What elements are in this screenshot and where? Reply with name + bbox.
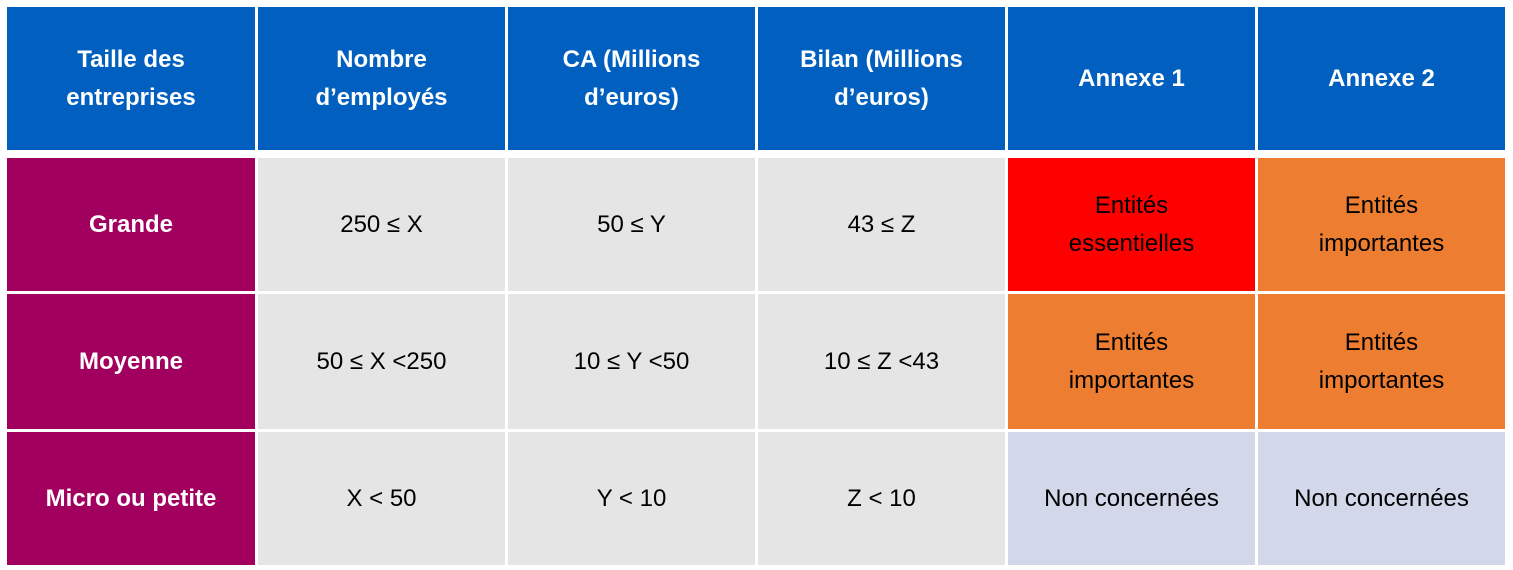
cell-annexe1-micro: Non concernées [1008,432,1255,565]
header-annexe-1: Annexe 1 [1008,7,1255,150]
row-size-micro: Micro ou petite [7,432,255,565]
cell-annexe1-grande: Entités essentielles [1008,158,1255,291]
cell-annexe2-grande: Entités importantes [1258,158,1505,291]
header-employes: Nombre d’employés [258,7,505,150]
cell-bilan-micro: Z < 10 [758,432,1005,565]
header-taille: Taille des entreprises [7,7,255,150]
cell-annexe2-micro: Non concernées [1258,432,1505,565]
row-size-grande: Grande [7,158,255,291]
cell-bilan-grande: 43 ≤ Z [758,158,1005,291]
cell-employes-grande: 250 ≤ X [258,158,505,291]
cell-ca-grande: 50 ≤ Y [508,158,755,291]
row-size-moyenne: Moyenne [7,294,255,429]
cell-ca-moyenne: 10 ≤ Y <50 [508,294,755,429]
header-annexe-2: Annexe 2 [1258,7,1505,150]
cell-annexe2-moyenne: Entités importantes [1258,294,1505,429]
header-ca: CA (Millions d’euros) [508,7,755,150]
cell-ca-micro: Y < 10 [508,432,755,565]
header-bilan: Bilan (Millions d’euros) [758,7,1005,150]
cell-annexe1-moyenne: Entités importantes [1008,294,1255,429]
cell-bilan-moyenne: 10 ≤ Z <43 [758,294,1005,429]
cell-employes-micro: X < 50 [258,432,505,565]
cell-employes-moyenne: 50 ≤ X <250 [258,294,505,429]
